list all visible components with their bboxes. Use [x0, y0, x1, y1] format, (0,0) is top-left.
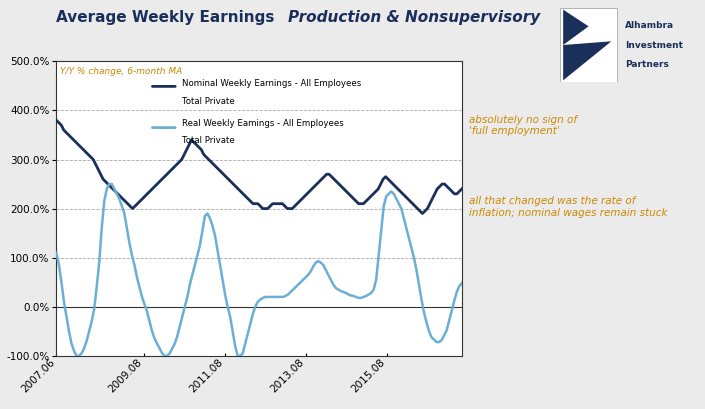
Text: Partners: Partners	[625, 60, 668, 69]
FancyBboxPatch shape	[560, 8, 617, 82]
Text: Average Weekly Earnings: Average Weekly Earnings	[56, 10, 280, 25]
Text: Real Weekly Eamings - All Employees: Real Weekly Eamings - All Employees	[182, 119, 344, 128]
Polygon shape	[563, 10, 611, 80]
Text: Nominal Weekly Earnings - All Employees: Nominal Weekly Earnings - All Employees	[182, 79, 362, 88]
Text: Production & Nonsupervisory: Production & Nonsupervisory	[288, 10, 540, 25]
Text: Y/Y % change, 6-month MA: Y/Y % change, 6-month MA	[61, 67, 183, 76]
Text: all that changed was the rate of
inflation; nominal wages remain stuck: all that changed was the rate of inflati…	[469, 196, 668, 218]
Text: Investment: Investment	[625, 40, 682, 49]
Text: Alhambra: Alhambra	[625, 21, 674, 30]
Text: Total Private: Total Private	[182, 137, 235, 146]
Text: absolutely no sign of
'full employment': absolutely no sign of 'full employment'	[469, 115, 577, 136]
Polygon shape	[563, 10, 611, 45]
Text: Total Private: Total Private	[182, 97, 235, 106]
